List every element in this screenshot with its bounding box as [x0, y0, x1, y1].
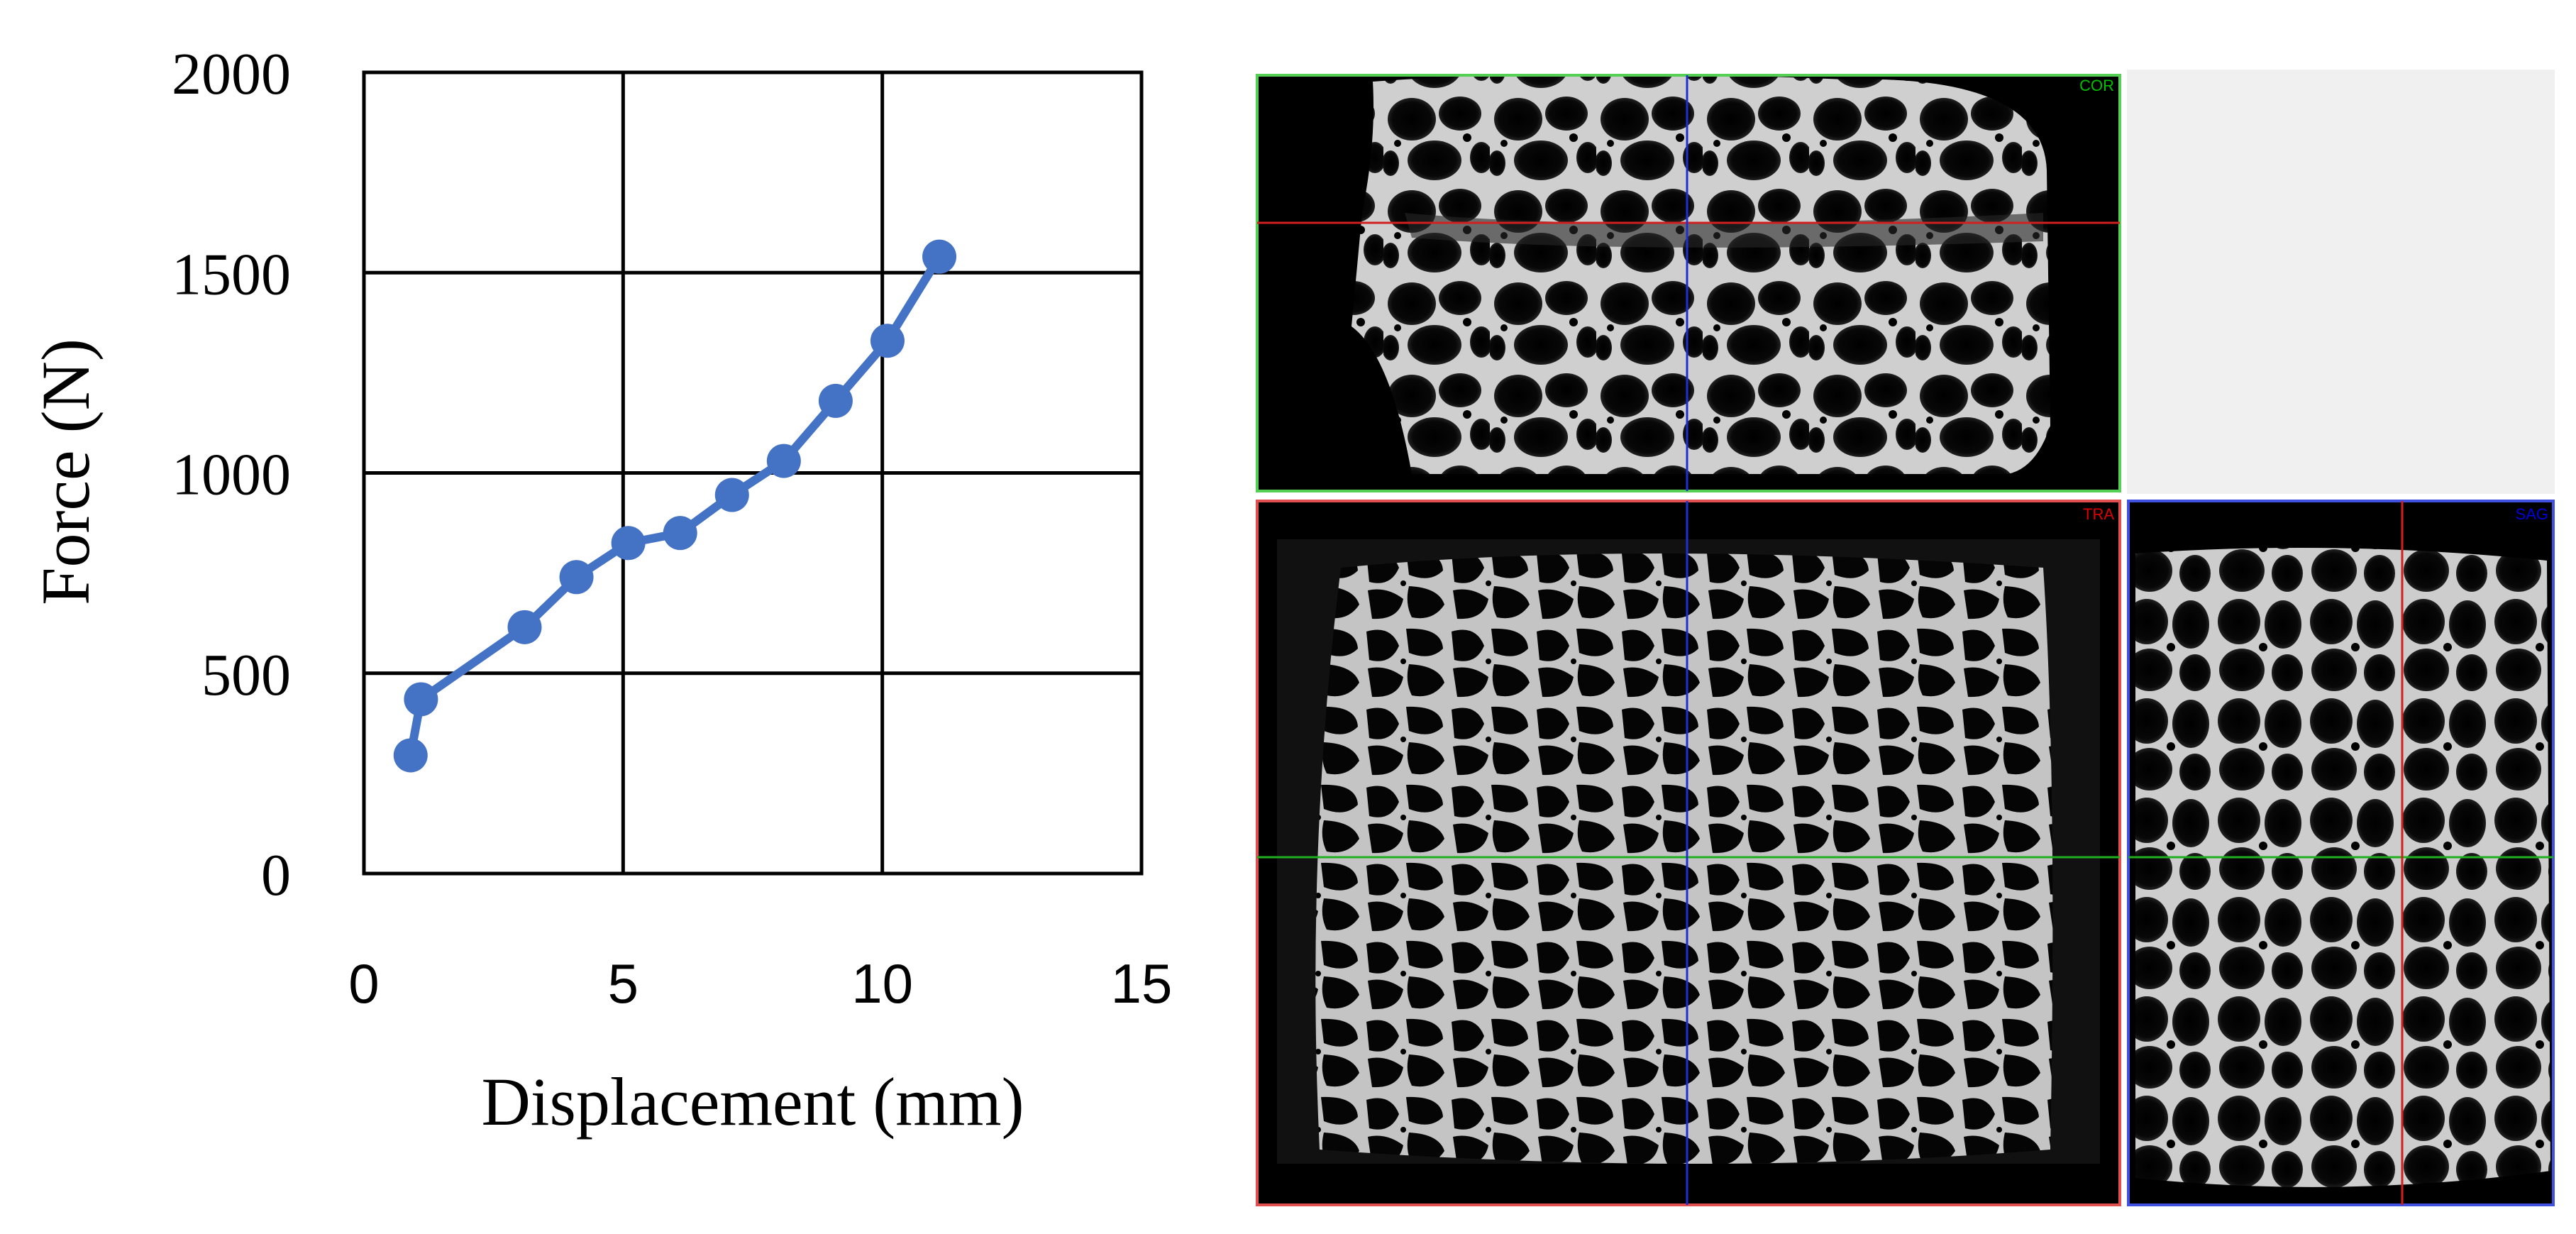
y-tick-label: 1500 [172, 241, 291, 307]
transverse-label: TRA [2083, 505, 2114, 523]
series-layer [393, 239, 957, 773]
gridlines [362, 70, 1144, 876]
data-point [818, 383, 853, 418]
y-axis-title: Force (N) [28, 338, 104, 605]
data-point [870, 324, 905, 358]
data-point [507, 610, 542, 644]
ct-sagittal-view: SAG [2127, 500, 2555, 1206]
data-point [663, 516, 697, 551]
plot-area: 0 500 1000 1500 2000 0 5 10 15 [172, 41, 1172, 1015]
y-tick-label: 500 [201, 642, 291, 708]
series-line [406, 254, 944, 756]
ct-transverse-view: TRA [1256, 500, 2121, 1206]
x-tick-label: 10 [851, 952, 913, 1015]
empty-view-panel [2127, 70, 2555, 494]
coronal-label: COR [2079, 77, 2114, 94]
sagittal-label: SAG [2516, 505, 2548, 523]
x-tick-label: 5 [608, 952, 639, 1015]
data-point [611, 526, 646, 561]
y-tick-label: 2000 [172, 41, 291, 107]
data-point [766, 444, 801, 478]
x-tick-label: 15 [1111, 952, 1173, 1015]
x-tick-labels: 0 5 10 15 [348, 952, 1172, 1015]
y-tick-label: 1000 [172, 442, 291, 508]
y-tick-labels: 0 500 1000 1500 2000 [172, 41, 291, 908]
data-point [559, 560, 594, 595]
x-tick-label: 0 [348, 952, 379, 1015]
data-point [404, 682, 438, 717]
data-point [714, 478, 749, 512]
data-point [393, 738, 428, 773]
data-point [922, 239, 957, 274]
x-axis-title: Displacement (mm) [481, 1064, 1024, 1140]
y-tick-label: 0 [261, 842, 291, 908]
ct-coronal-view: COR [1256, 74, 2121, 492]
